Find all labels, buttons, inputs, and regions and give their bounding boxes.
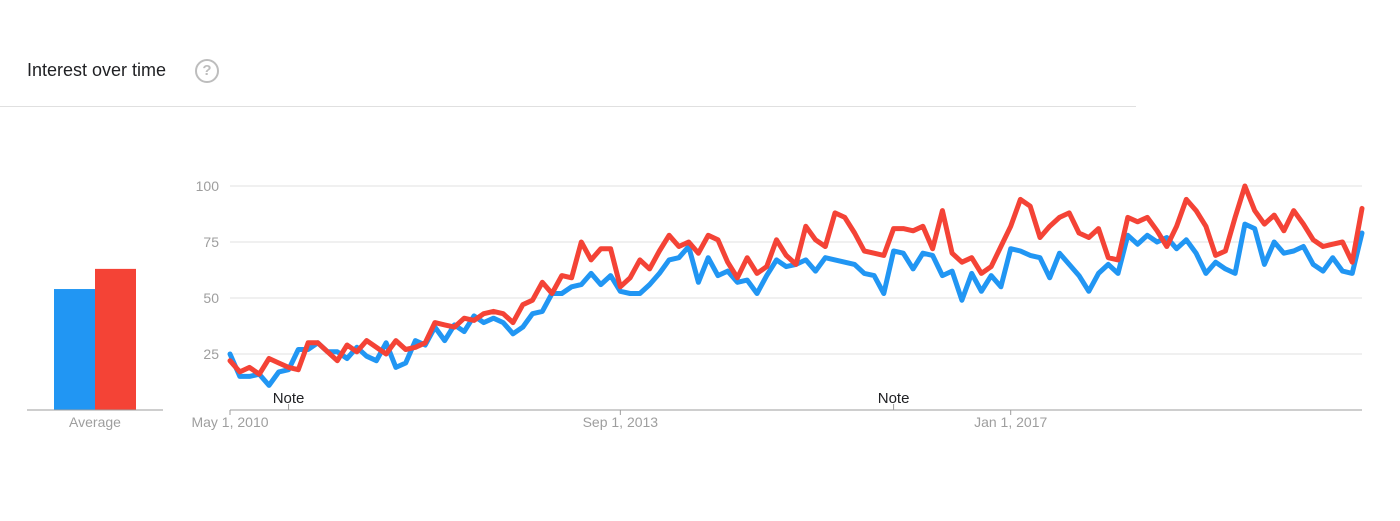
x-tick-label: Sep 1, 2013 (583, 414, 659, 430)
annotation-note: Note (878, 390, 910, 407)
chart-header: Interest over time ? (0, 0, 1136, 107)
average-bar-2 (95, 268, 136, 410)
y-tick-label: 75 (203, 234, 219, 250)
x-tick-label: May 1, 2010 (191, 414, 268, 430)
average-bar-1 (54, 289, 95, 410)
annotation-note: Note (273, 390, 305, 407)
question-mark-icon[interactable]: ? (195, 59, 219, 83)
average-label: Average (69, 414, 121, 430)
series-line-1 (227, 221, 1365, 388)
y-tick-label: 25 (203, 346, 219, 362)
y-tick-label: 50 (203, 290, 219, 306)
y-tick-label: 100 (196, 178, 220, 194)
series-line-2 (227, 183, 1365, 377)
chart-title: Interest over time (27, 60, 167, 80)
x-tick-label: Jan 1, 2017 (974, 414, 1047, 430)
